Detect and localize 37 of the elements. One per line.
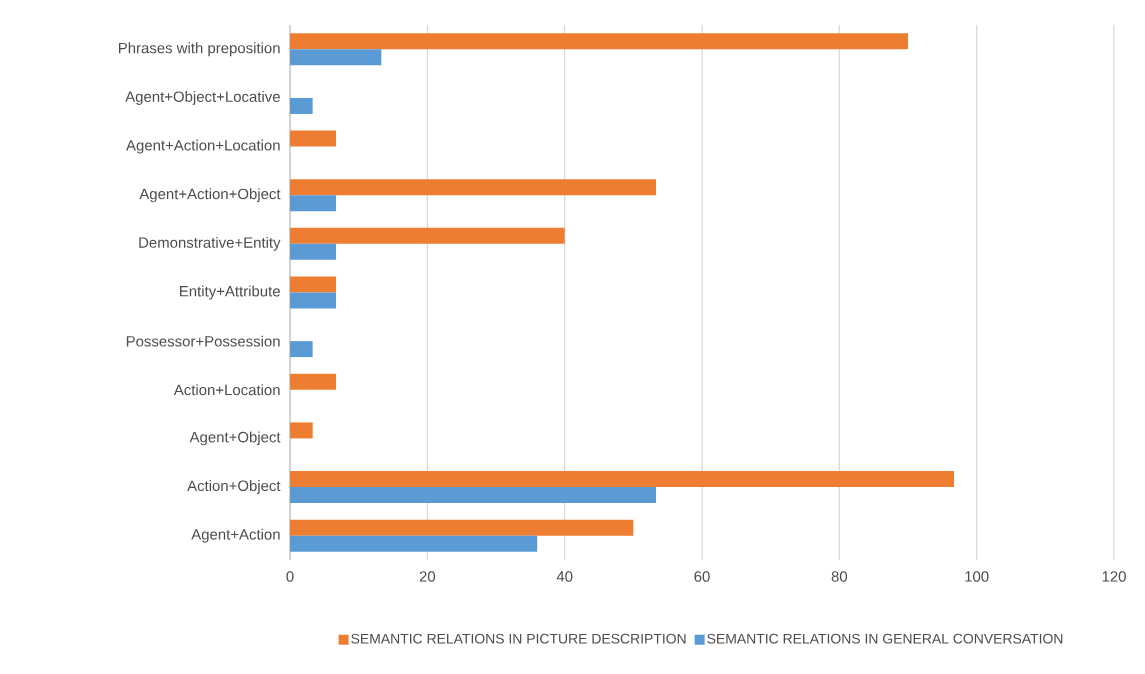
bar (290, 471, 955, 488)
x-tick-label: 100 (965, 571, 989, 582)
bar (290, 97, 313, 114)
bar (290, 535, 538, 552)
bar (290, 227, 565, 244)
bar (290, 341, 313, 358)
x-tick-label: 80 (831, 571, 848, 582)
x-tick-label: 40 (556, 571, 573, 582)
bar (290, 276, 337, 293)
y-tick-label: Agent+Object+Locative (125, 90, 280, 105)
x-tick-label: 120 (1102, 571, 1126, 582)
x-tick-label: 0 (286, 571, 294, 582)
bar (290, 195, 337, 212)
y-tick-label: Action+Location (173, 384, 280, 396)
y-tick-label: Demonstrative+Entity (139, 236, 281, 251)
legend-label: SEMANTIC RELATIONS IN PICTURE DESCRIPTION (351, 633, 686, 644)
bar (290, 243, 337, 260)
bar (290, 373, 337, 390)
y-tick-label: Possessor+Possession (126, 335, 280, 347)
y-tick-label: Agent+Object (189, 431, 281, 446)
y-tick-label: Action+Object (187, 480, 281, 494)
y-tick-label: Phrases with preposition (118, 42, 280, 57)
y-tick-label: Agent+Action+Location (126, 139, 280, 154)
bar (290, 33, 909, 50)
bar (290, 519, 634, 536)
legend-label: SEMANTIC RELATIONS IN GENERAL CONVERSATION (707, 633, 1063, 644)
bar (290, 49, 382, 66)
y-tick-label: Agent+Action (191, 528, 280, 543)
bar (290, 179, 656, 196)
bar (290, 292, 337, 309)
x-tick-label: 60 (694, 571, 710, 582)
bar (290, 422, 313, 439)
y-tick-label: Entity+Attribute (180, 285, 280, 300)
bar (290, 130, 337, 147)
bar (290, 487, 656, 504)
x-tick-label: 20 (419, 571, 436, 582)
y-tick-label: Agent+Action+Object (139, 188, 281, 203)
